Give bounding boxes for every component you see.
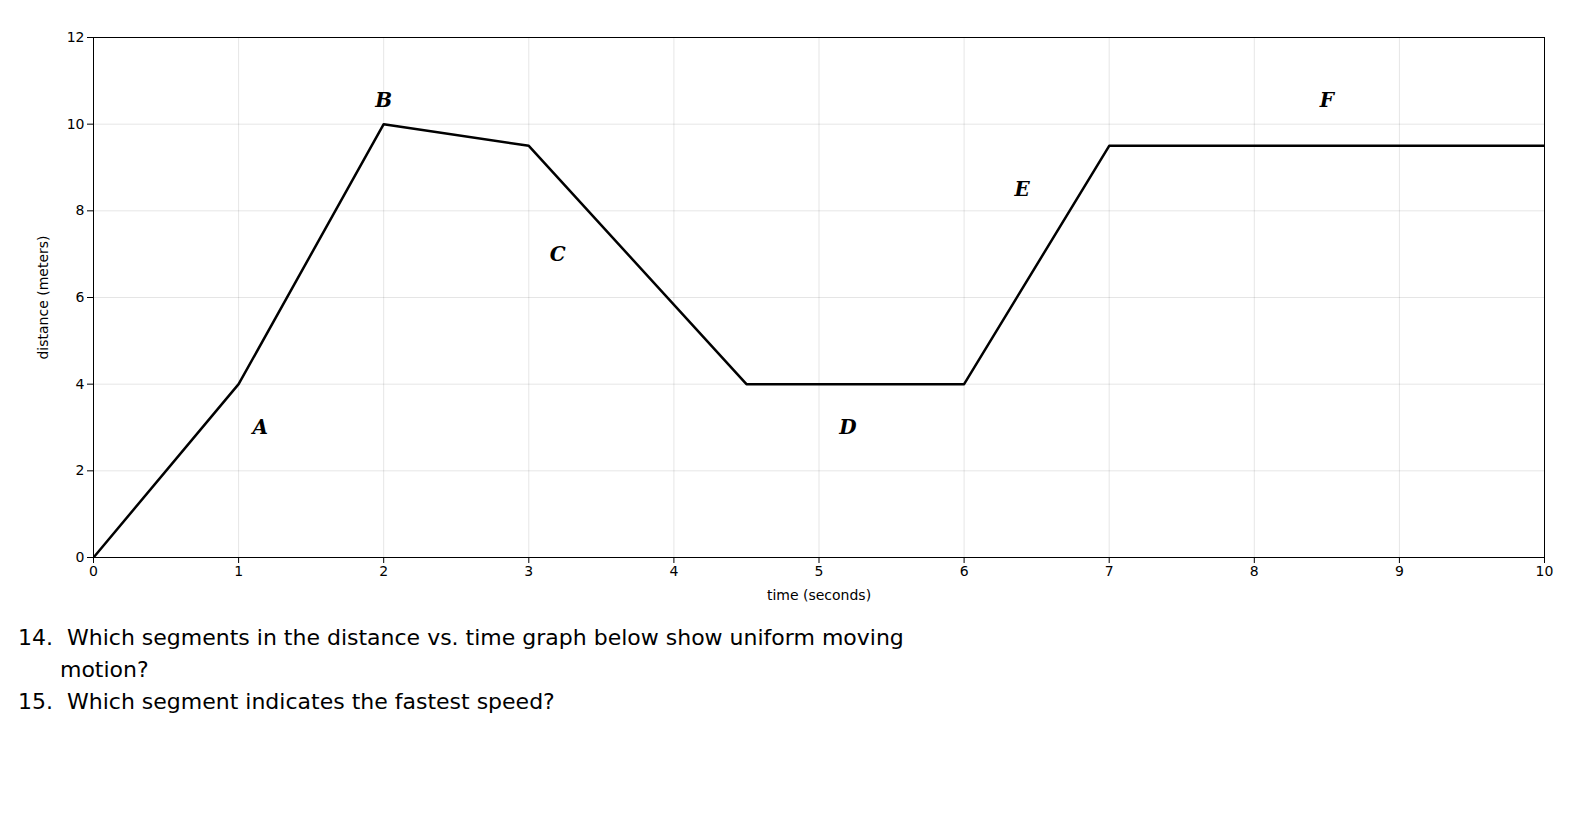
svg-text:8: 8 bbox=[76, 202, 85, 218]
svg-text:10: 10 bbox=[67, 116, 85, 132]
svg-text:1: 1 bbox=[234, 563, 243, 579]
svg-text:4: 4 bbox=[76, 376, 85, 392]
svg-text:5: 5 bbox=[815, 563, 824, 579]
svg-text:6: 6 bbox=[76, 289, 85, 305]
html-text:motion?: motion? bbox=[18, 656, 149, 682]
svg-text:E: E bbox=[1014, 177, 1031, 201]
svg-text:6: 6 bbox=[960, 563, 969, 579]
svg-text:10: 10 bbox=[1536, 563, 1554, 579]
svg-text:9: 9 bbox=[1395, 563, 1404, 579]
svg-text:F: F bbox=[1319, 88, 1336, 112]
svg-text:2: 2 bbox=[76, 462, 85, 478]
svg-text:distance (meters): distance (meters) bbox=[35, 235, 51, 359]
svg-text:0: 0 bbox=[76, 549, 85, 565]
svg-text:time (seconds): time (seconds) bbox=[767, 587, 871, 603]
svg-text:7: 7 bbox=[1105, 563, 1114, 579]
svg-text:D: D bbox=[838, 415, 857, 439]
svg-text:B: B bbox=[374, 88, 392, 112]
svg-text:A: A bbox=[251, 415, 269, 439]
html-text:15. Which segment indicates th: 15. Which segment indicates the fastest … bbox=[18, 688, 555, 714]
svg-text:0: 0 bbox=[89, 563, 98, 579]
svg-text:3: 3 bbox=[524, 563, 533, 579]
svg-text:12: 12 bbox=[67, 29, 85, 45]
svg-text:8: 8 bbox=[1250, 563, 1259, 579]
svg-text:4: 4 bbox=[669, 563, 678, 579]
svg-text:C: C bbox=[550, 242, 566, 266]
html-text:14. Which segments in the dist: 14. Which segments in the distance vs. t… bbox=[18, 625, 904, 650]
svg-text:2: 2 bbox=[379, 563, 388, 579]
